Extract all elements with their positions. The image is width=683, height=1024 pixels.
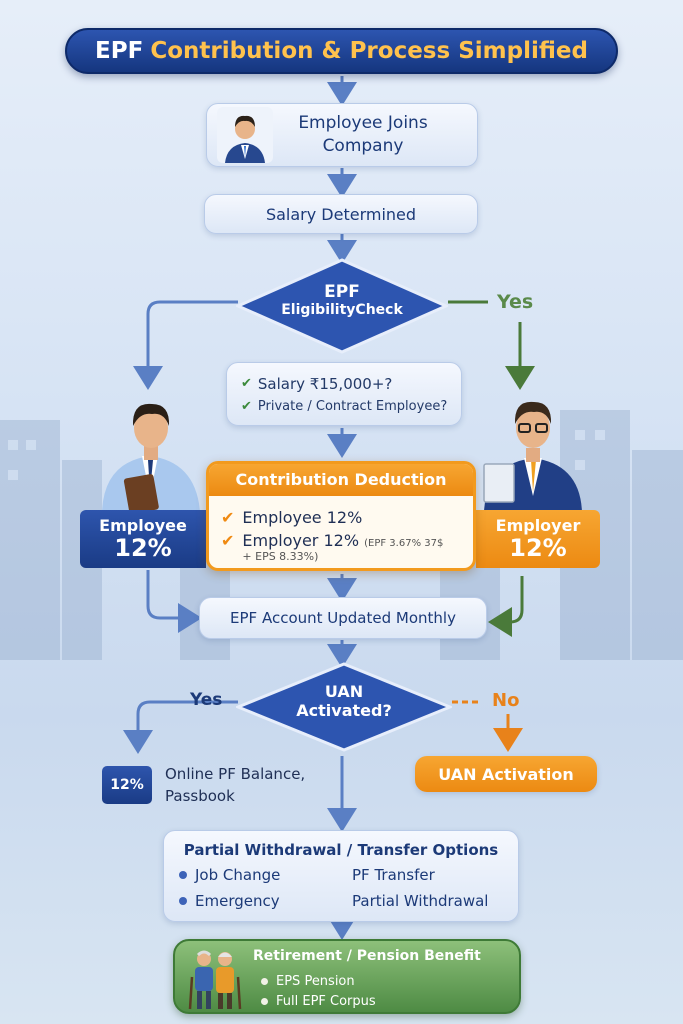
retirement-item-corpus-label: Full EPF Corpus [276, 994, 376, 1009]
bullet-icon [179, 871, 187, 879]
retirement-item-corpus: Full EPF Corpus [261, 994, 376, 1009]
bullet-icon [261, 998, 268, 1005]
checkmark-icon: ✔ [241, 376, 252, 391]
option-pf-transfer: PF Transfer [352, 866, 435, 884]
online-pf-balance-line-1: Online PF Balance, [165, 765, 306, 783]
uan-line-1: UAN [324, 682, 364, 701]
eligibility-check-label: EPF EligibilityCheck [262, 282, 422, 319]
contribution-employer-breakdown: (EPF 3.67% 37$ [364, 538, 444, 549]
eligibility-criteria: ✔ Salary ₹15,000+? ✔ Private / Contract … [226, 362, 462, 426]
option-partial-withdrawal: Partial Withdrawal [352, 892, 488, 910]
retirement-item-eps-label: EPS Pension [276, 974, 355, 989]
criteria-salary-text: Salary ₹15,000+? [257, 374, 393, 393]
retirement-pension-benefit: Retirement / Pension Benefit EPS Pension… [173, 939, 521, 1014]
criteria-employee-type: ✔ Private / Contract Employee? [241, 399, 447, 414]
contribution-employer-breakdown-2: + EPS 8.33%) [242, 550, 319, 563]
uan-no-label: No [492, 690, 520, 711]
eligibility-line-2: EligibilityCheck [281, 302, 403, 319]
employee-joins-label: Employee Joins Company [298, 113, 428, 156]
page-title: EPF Contribution & Process Simplified [65, 28, 618, 74]
retirement-item-eps: EPS Pension [261, 974, 355, 989]
briefcase-icon-label: 12% [110, 777, 144, 793]
checkmark-icon: ✔ [241, 398, 252, 414]
employer-share-value: 12% [509, 533, 567, 562]
contribution-employee-text: Employee 12% [242, 508, 363, 527]
checkmark-icon: ✔ [221, 531, 235, 550]
bullet-icon [261, 978, 268, 985]
option-job-change-label: Job Change [195, 866, 281, 884]
withdrawal-transfer-options: Partial Withdrawal / Transfer Options [163, 830, 519, 922]
uan-activated-label: UAN Activated? [264, 682, 424, 720]
employee-avatar-icon [217, 107, 273, 163]
options-title: Partial Withdrawal / Transfer Options [183, 841, 499, 859]
eligibility-line-1: EPF [324, 282, 360, 302]
title-prefix: EPF [95, 38, 144, 64]
contribution-deduction-box: Contribution Deduction ✔ Employee 12% ✔ … [206, 461, 476, 571]
uan-activation-label: UAN Activation [438, 764, 574, 784]
uan-activation-step: UAN Activation [415, 756, 597, 792]
epf-account-updated-label: EPF Account Updated Monthly [230, 609, 456, 627]
epf-account-updated-step: EPF Account Updated Monthly [199, 597, 487, 639]
contribution-employer-text-group: Employer 12% (EPF 3.67% 37$ + EPS 8.33%) [242, 531, 443, 563]
employee-share-label: Employee [99, 516, 187, 535]
contribution-employer-text: Employer 12% [242, 531, 360, 550]
salary-determined-label: Salary Determined [265, 204, 417, 224]
employee-share-value: 12% [114, 533, 172, 562]
eligibility-check-diamond [236, 258, 448, 354]
eligibility-yes-label: Yes [497, 291, 534, 313]
employer-share-label: Employer [495, 516, 581, 535]
option-pf-transfer-label: PF Transfer [352, 866, 435, 884]
employer-figure-icon [483, 401, 582, 512]
criteria-employee-type-text: Private / Contract Employee? [257, 398, 448, 414]
option-emergency-label: Emergency [195, 892, 280, 910]
title-main: Contribution & Process Simplified [150, 38, 588, 64]
briefcase-icon: 12% [102, 766, 152, 804]
uan-activated-diamond [236, 662, 452, 752]
option-partial-withdrawal-label: Partial Withdrawal [352, 892, 489, 910]
bullet-icon [179, 897, 187, 905]
contribution-employee-row: ✔ Employee 12% [209, 508, 473, 527]
option-job-change: Job Change [179, 866, 280, 884]
checkmark-icon: ✔ [221, 508, 235, 527]
elderly-couple-icon [188, 950, 242, 1010]
criteria-salary: ✔ Salary ₹15,000+? [241, 375, 392, 393]
online-pf-balance-line-2: Passbook [165, 786, 235, 805]
contribution-employer-row: ✔ Employer 12% (EPF 3.67% 37$ + EPS 8.33… [209, 531, 473, 563]
employee-share-tag: Employee 12% [80, 510, 206, 568]
uan-yes-label: Yes [190, 690, 223, 710]
salary-determined-step: Salary Determined [204, 194, 478, 234]
uan-line-2: Activated? [296, 701, 392, 721]
employee-joins-step: Employee Joins Company [206, 103, 478, 167]
contribution-deduction-title: Contribution Deduction [209, 464, 473, 496]
employer-share-tag: Employer 12% [476, 510, 600, 568]
employee-figure-icon [102, 403, 200, 512]
online-pf-balance: Online PF Balance, Passbook [165, 764, 305, 808]
retirement-title: Retirement / Pension Benefit [253, 948, 481, 964]
option-emergency: Emergency [179, 892, 280, 910]
